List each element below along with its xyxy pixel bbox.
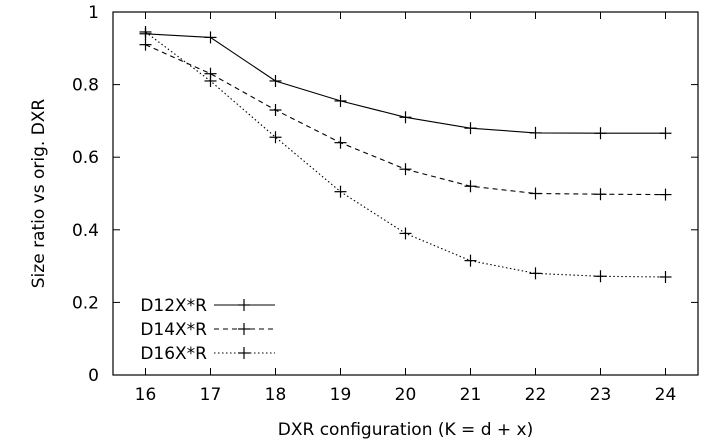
legend-label: D12X*R <box>140 296 207 316</box>
x-tick-label: 16 <box>135 385 157 405</box>
axis-ticks: 16 17 18 19 20 21 22 23 24 0 0.2 0.4 0.6 0.8 1 <box>72 3 698 405</box>
series-d16x-r <box>139 25 672 283</box>
x-tick-label: 19 <box>330 385 352 405</box>
x-tick-label: 22 <box>525 385 547 405</box>
x-tick-label: 17 <box>200 385 222 405</box>
y-tick-label: 1 <box>88 3 99 23</box>
legend: D12X*R D14X*R D16X*R <box>140 296 275 364</box>
x-tick-label: 23 <box>590 385 612 405</box>
x-tick-label: 18 <box>265 385 287 405</box>
x-tick-label: 24 <box>655 385 677 405</box>
y-tick-label: 0 <box>88 366 99 386</box>
x-tick-label: 20 <box>395 385 417 405</box>
series-lines <box>139 25 672 283</box>
y-tick-label: 0.6 <box>72 148 99 168</box>
y-tick-label: 0.4 <box>72 221 99 241</box>
y-tick-label: 0.8 <box>72 76 99 96</box>
y-tick-label: 0.2 <box>72 293 99 313</box>
x-tick-label: 21 <box>460 385 482 405</box>
legend-label: D14X*R <box>140 320 207 340</box>
series-line <box>145 31 666 278</box>
legend-label: D16X*R <box>140 344 207 364</box>
x-axis-title: DXR configuration (K = d + x) <box>278 420 534 440</box>
series-d12x-r <box>139 27 672 140</box>
y-axis-title: Size ratio vs orig. DXR <box>29 99 49 289</box>
